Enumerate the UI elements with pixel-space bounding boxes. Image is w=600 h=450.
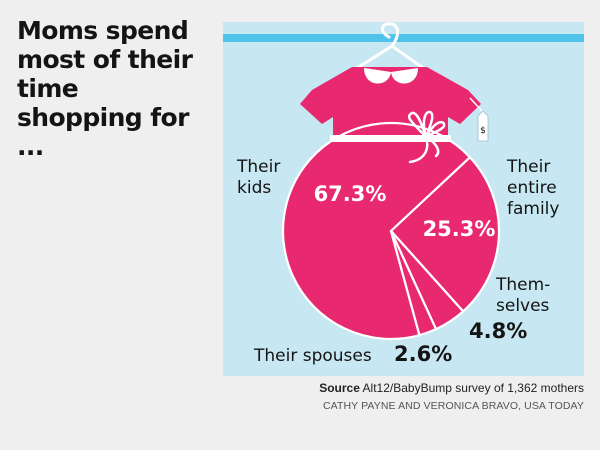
category-label-themselves: Them- selves [495, 275, 556, 316]
pie-slices [281, 121, 501, 341]
pie-slice-family [389, 156, 501, 313]
source-label: Source [319, 381, 360, 395]
dress-bodice [300, 67, 481, 135]
pct-label-kids: 67.3% [314, 182, 387, 206]
pie-slice-spouses [389, 229, 438, 337]
headline: Moms spend most of their time shopping f… [17, 16, 193, 161]
pct-label-themselves: 4.8% [469, 319, 527, 343]
price-tag-string [469, 97, 484, 113]
price-tag-symbol: $ [480, 126, 486, 136]
waist-band [330, 135, 451, 142]
category-label-kids: Their kids [236, 157, 286, 198]
clothes-rail [223, 34, 584, 42]
dress-pie-chart: $ 67.3% 25.3% 4.8% 2.6% Their kids Their… [223, 22, 584, 366]
pct-label-family: 25.3% [423, 217, 496, 241]
price-tag-icon: $ [477, 110, 489, 142]
hanger-icon [352, 22, 428, 72]
source-line: Source Alt12/BabyBump survey of 1,362 mo… [223, 381, 584, 396]
category-label-family: Their entire family [506, 157, 562, 219]
category-label-spouses: Their spouses [253, 346, 372, 366]
collar-icon [364, 68, 418, 84]
source-text: Alt12/BabyBump survey of 1,362 mothers [359, 381, 584, 395]
pct-label-spouses: 2.6% [394, 342, 452, 366]
bow-icon [407, 110, 446, 164]
chart-footer: Source Alt12/BabyBump survey of 1,362 mo… [223, 381, 584, 412]
credit-line: CATHY PAYNE AND VERONICA BRAVO, USA TODA… [322, 400, 584, 412]
